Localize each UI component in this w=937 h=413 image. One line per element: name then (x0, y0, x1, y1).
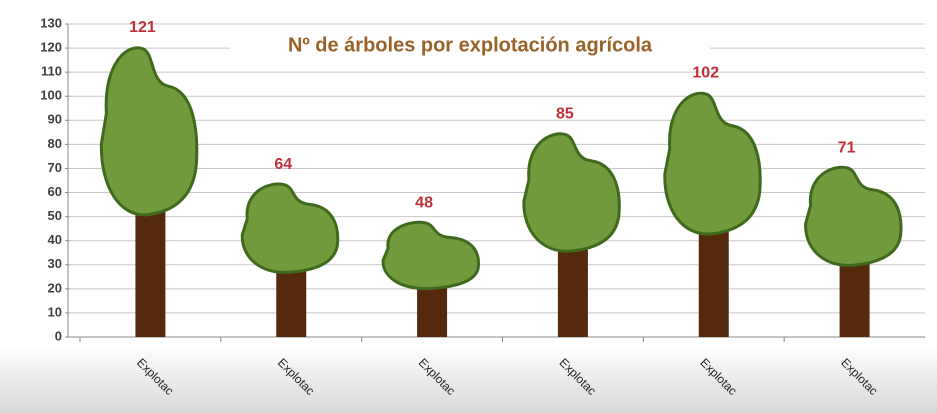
trunk (276, 269, 306, 337)
trunk (135, 209, 165, 337)
y-tick-label: 100 (40, 88, 62, 103)
footer-band (0, 345, 937, 413)
tree (101, 48, 196, 337)
y-tick-label: 70 (48, 160, 62, 175)
y-tick-label: 80 (48, 136, 62, 151)
y-tick-label: 10 (48, 304, 62, 319)
trunk (558, 247, 588, 337)
value-label: 64 (274, 156, 292, 173)
chart-title: Nº de árboles por explotación agrícola (288, 34, 653, 56)
crown (524, 134, 619, 251)
crown (806, 167, 901, 265)
tree (242, 184, 337, 337)
value-label: 121 (129, 19, 156, 36)
crown (383, 222, 478, 288)
y-tick-label: 60 (48, 184, 62, 199)
y-tick-label: 120 (40, 40, 62, 55)
crown (665, 93, 760, 234)
y-tick-label: 40 (48, 232, 62, 247)
y-tick-label: 90 (48, 112, 62, 127)
value-label: 48 (415, 195, 433, 212)
value-label: 85 (556, 106, 574, 123)
value-label: 102 (692, 65, 719, 82)
tree (524, 134, 619, 337)
crown (101, 48, 196, 215)
y-tick-label: 0 (55, 328, 62, 343)
y-tick-label: 20 (48, 280, 62, 295)
tree (665, 93, 760, 337)
y-tick-label: 110 (41, 64, 62, 79)
y-tick-label: 30 (48, 256, 62, 271)
y-tick-label: 130 (40, 15, 62, 30)
tree (383, 222, 478, 337)
trunk (417, 286, 447, 337)
chart: 0102030405060708090100110120130ExplotacE… (0, 0, 937, 413)
crown (242, 184, 337, 272)
y-tick-label: 50 (48, 208, 62, 223)
trunk (699, 229, 729, 337)
trunk (840, 262, 870, 337)
value-label: 71 (838, 139, 856, 156)
